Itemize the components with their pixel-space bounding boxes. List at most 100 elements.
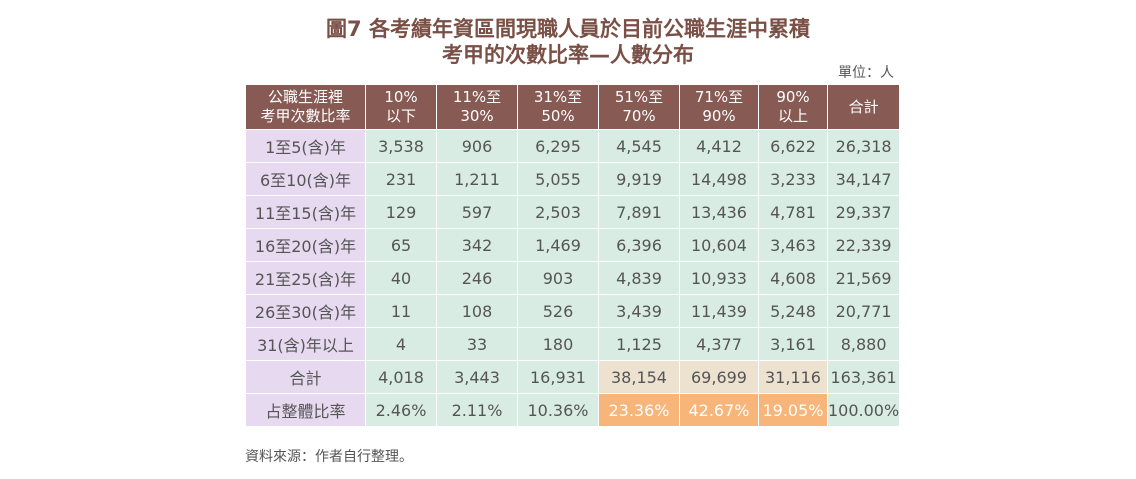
chart-title-line1: 圖7 各考績年資區間現職人員於目前公職生涯中累積 <box>326 17 810 41</box>
table-row: 31(含)年以上 4 33 180 1,125 4,377 3,161 8,880 <box>246 328 900 360</box>
table-cell: 163,361 <box>828 361 900 393</box>
table-cell: 2.11% <box>437 394 517 426</box>
table-cell: 38,154 <box>599 361 679 393</box>
table-cell: 10.36% <box>518 394 598 426</box>
table-cell: 2,503 <box>518 196 598 228</box>
table-cell: 8,880 <box>828 328 900 360</box>
table-cell: 3,439 <box>599 295 679 327</box>
table-row: 26至30(含)年 11 108 526 3,439 11,439 5,248 20,771 <box>246 295 900 327</box>
column-header-line: 51%至 <box>614 88 664 106</box>
table-cell: 4,839 <box>599 262 679 294</box>
column-header-line: 50% <box>541 107 575 125</box>
table-cell: 31,116 <box>759 361 827 393</box>
table-cell: 19.05% <box>759 394 827 426</box>
column-header: 10% 以下 <box>366 85 436 129</box>
table-cell: 2.46% <box>366 394 436 426</box>
table-cell: 21,569 <box>828 262 900 294</box>
column-header: 11%至 30% <box>437 85 517 129</box>
table-cell: 20,771 <box>828 295 900 327</box>
table-cell: 3,161 <box>759 328 827 360</box>
table-cell: 4,608 <box>759 262 827 294</box>
column-header-line: 11%至 <box>452 88 502 106</box>
table-cell: 7,891 <box>599 196 679 228</box>
table-cell: 3,233 <box>759 163 827 195</box>
table-cell: 246 <box>437 262 517 294</box>
row-label: 合計 <box>246 361 365 393</box>
table-cell: 9,919 <box>599 163 679 195</box>
table-cell: 4,412 <box>680 130 758 162</box>
table-cell: 26,318 <box>828 130 900 162</box>
column-header-line: 以下 <box>385 107 416 125</box>
column-header: 71%至 90% <box>680 85 758 129</box>
table-cell: 6,396 <box>599 229 679 261</box>
table-cell: 14,498 <box>680 163 758 195</box>
column-header-line: 30% <box>460 107 494 125</box>
table-row: 占整體比率 2.46% 2.11% 10.36% 23.36% 42.67% 19.05% 1… <box>246 394 900 426</box>
unit-note: 單位：人 <box>838 65 894 81</box>
table-cell: 108 <box>437 295 517 327</box>
table-cell: 13,436 <box>680 196 758 228</box>
table-cell: 11,439 <box>680 295 758 327</box>
table-cell: 42.67% <box>680 394 758 426</box>
data-table: 公職生涯裡 考甲次數比率 10% 以下 11%至 30% 31%至 50% 51%至 70% 71%… <box>245 84 900 427</box>
column-header-line: 71%至 <box>694 88 744 106</box>
table-cell: 10,604 <box>680 229 758 261</box>
table-row: 21至25(含)年 40 246 903 4,839 10,933 4,608 21,569 <box>246 262 900 294</box>
column-header-line: 考甲次數比率 <box>260 107 351 125</box>
column-header-line: 70% <box>622 107 656 125</box>
column-header-line: 90% <box>702 107 736 125</box>
table-cell: 5,055 <box>518 163 598 195</box>
row-label: 占整體比率 <box>246 394 365 426</box>
table-cell: 34,147 <box>828 163 900 195</box>
table-cell: 40 <box>366 262 436 294</box>
column-header: 合計 <box>828 85 900 129</box>
column-header-line: 以上 <box>777 107 808 125</box>
table-header-row: 公職生涯裡 考甲次數比率 10% 以下 11%至 30% 31%至 50% 51%至 70% 71%… <box>246 85 900 129</box>
row-label: 26至30(含)年 <box>246 295 365 327</box>
table-cell: 1,125 <box>599 328 679 360</box>
table-row: 6至10(含)年 231 1,211 5,055 9,919 14,498 3,233 34,… <box>246 163 900 195</box>
row-label: 6至10(含)年 <box>246 163 365 195</box>
row-label: 21至25(含)年 <box>246 262 365 294</box>
column-header: 51%至 70% <box>599 85 679 129</box>
table-cell: 1,211 <box>437 163 517 195</box>
table-body: 1至5(含)年 3,538 906 6,295 4,545 4,412 6,622 26,31… <box>246 130 900 426</box>
table-cell: 29,337 <box>828 196 900 228</box>
table-cell: 597 <box>437 196 517 228</box>
table-cell: 5,248 <box>759 295 827 327</box>
column-header-line: 公職生涯裡 <box>267 88 343 106</box>
table-cell: 69,699 <box>680 361 758 393</box>
table-cell: 231 <box>366 163 436 195</box>
row-label: 16至20(含)年 <box>246 229 365 261</box>
table-cell: 903 <box>518 262 598 294</box>
table-cell: 1,469 <box>518 229 598 261</box>
column-header-line: 10% <box>384 88 418 106</box>
table-row: 16至20(含)年 65 342 1,469 6,396 10,604 3,463 22,33… <box>246 229 900 261</box>
table-cell: 11 <box>366 295 436 327</box>
column-header: 公職生涯裡 考甲次數比率 <box>246 85 365 129</box>
table-cell: 65 <box>366 229 436 261</box>
table-cell: 6,622 <box>759 130 827 162</box>
table-cell: 4,377 <box>680 328 758 360</box>
table-cell: 6,295 <box>518 130 598 162</box>
table-cell: 23.36% <box>599 394 679 426</box>
row-label: 1至5(含)年 <box>246 130 365 162</box>
table-cell: 100.00% <box>828 394 900 426</box>
table-cell: 22,339 <box>828 229 900 261</box>
table-cell: 4,018 <box>366 361 436 393</box>
table-cell: 526 <box>518 295 598 327</box>
table-cell: 33 <box>437 328 517 360</box>
table-row: 1至5(含)年 3,538 906 6,295 4,545 4,412 6,622 26,31… <box>246 130 900 162</box>
table-cell: 4 <box>366 328 436 360</box>
chart-title-line2: 考甲的次數比率—人數分布 <box>442 43 694 67</box>
column-header-line: 合計 <box>848 97 879 116</box>
table-cell: 3,443 <box>437 361 517 393</box>
table-cell: 10,933 <box>680 262 758 294</box>
table-row: 11至15(含)年 129 597 2,503 7,891 13,436 4,781 29,3… <box>246 196 900 228</box>
table-cell: 4,781 <box>759 196 827 228</box>
table-cell: 129 <box>366 196 436 228</box>
table-row: 合計 4,018 3,443 16,931 38,154 69,699 31,116 163,… <box>246 361 900 393</box>
column-header-line: 90% <box>776 88 810 106</box>
column-header: 90% 以上 <box>759 85 827 129</box>
table-cell: 3,538 <box>366 130 436 162</box>
